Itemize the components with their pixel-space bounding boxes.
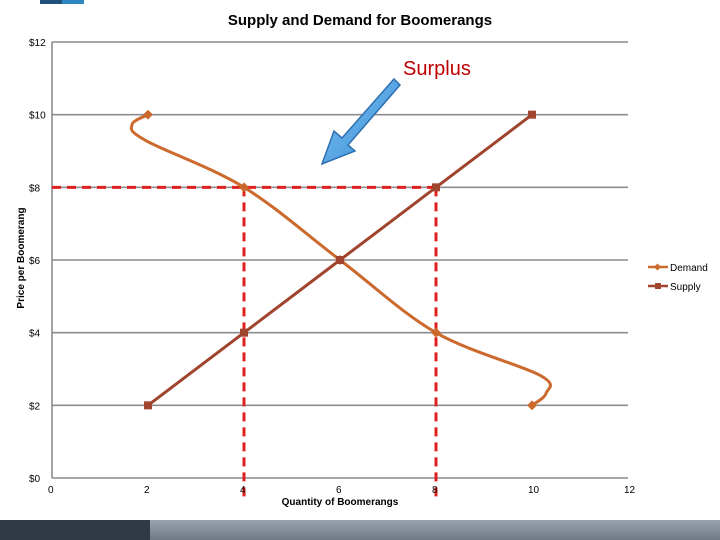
y-tick-label: $12	[29, 38, 46, 49]
legend-supply-marker	[655, 283, 661, 289]
surplus-annotation: Surplus	[320, 58, 471, 166]
legend: Demand Supply	[648, 263, 708, 293]
legend-entry-label: Demand	[670, 263, 708, 274]
top-accent-bar	[40, 0, 80, 4]
reference-lines	[52, 185, 438, 498]
chart-title: Supply and Demand for Boomerangs	[228, 12, 492, 29]
supply-point	[144, 401, 152, 410]
slide-footer-accent	[0, 520, 150, 540]
y-tick-label: $4	[29, 329, 41, 340]
legend-demand-marker	[653, 263, 662, 271]
surplus-label: Surplus	[403, 58, 471, 80]
x-tick-label: 8	[432, 485, 438, 496]
x-tick-label: 10	[528, 485, 540, 496]
x-tick-label: 4	[240, 485, 246, 496]
demand-point	[527, 400, 537, 411]
y-tick-label: $8	[29, 183, 41, 194]
supply-point	[432, 183, 440, 192]
top-accent-bar-secondary	[62, 0, 84, 4]
legend-entry-label: Supply	[670, 282, 701, 293]
y-tick-label: $10	[29, 111, 46, 122]
x-axis-label: Quantity of Boomerangs	[282, 497, 399, 508]
y-tick-label: $6	[29, 256, 41, 267]
surplus-arrow-icon	[320, 77, 402, 166]
supply-point	[240, 328, 248, 337]
tick-labels: $0 $2 $4 $6 $8 $10 $12 0 2 4 6 8 10 12	[29, 38, 636, 496]
slide-footer-bar	[0, 520, 720, 540]
y-tick-label: $0	[29, 474, 41, 485]
supply-demand-chart: Supply and Demand for Boomerangs $0$2$4$…	[16, 12, 708, 508]
y-axis-label: Price per Boomerang	[16, 207, 27, 308]
x-tick-label: 6	[336, 485, 342, 496]
series-layer	[129, 109, 552, 411]
y-tick-label: $2	[29, 401, 41, 412]
x-tick-label: 0	[48, 485, 54, 496]
x-tick-label: 2	[144, 485, 150, 496]
x-tick-label: 12	[624, 485, 636, 496]
supply-point	[336, 256, 344, 264]
demand-point	[239, 182, 249, 193]
demand-point	[431, 327, 441, 338]
supply-point	[528, 110, 536, 119]
demand-point	[143, 109, 153, 120]
